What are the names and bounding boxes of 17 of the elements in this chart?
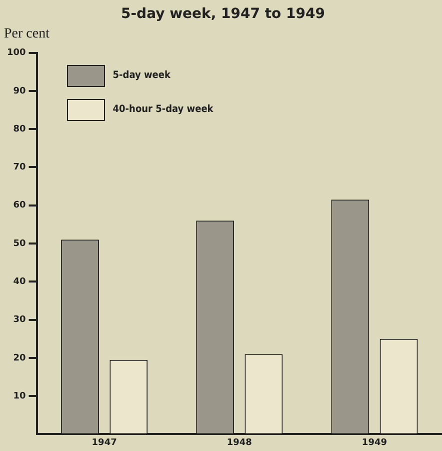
y-tick-label: 60 <box>13 200 26 211</box>
y-tick-label: 30 <box>13 315 26 326</box>
legend-label: 40-hour 5-day week <box>112 104 214 116</box>
y-tick-label: 20 <box>13 353 26 364</box>
y-tick-label: 10 <box>13 391 26 402</box>
y-axis-title: Per cent <box>4 26 50 42</box>
x-tick-label: 1949 <box>362 438 387 448</box>
y-tick-label: 70 <box>13 162 26 173</box>
x-tick-label: 1947 <box>92 438 117 448</box>
y-tick-label: 90 <box>13 86 26 96</box>
chart-title: 5-day week, 1947 to 1949 <box>120 6 326 22</box>
legend-label: 5-day week <box>112 70 170 82</box>
x-tick-label: 1948 <box>226 438 252 448</box>
y-tick-label: 100 <box>6 48 26 58</box>
y-tick-label: 80 <box>13 124 26 134</box>
y-tick-label: 40 <box>13 276 26 287</box>
y-tick-label: 50 <box>13 238 26 249</box>
